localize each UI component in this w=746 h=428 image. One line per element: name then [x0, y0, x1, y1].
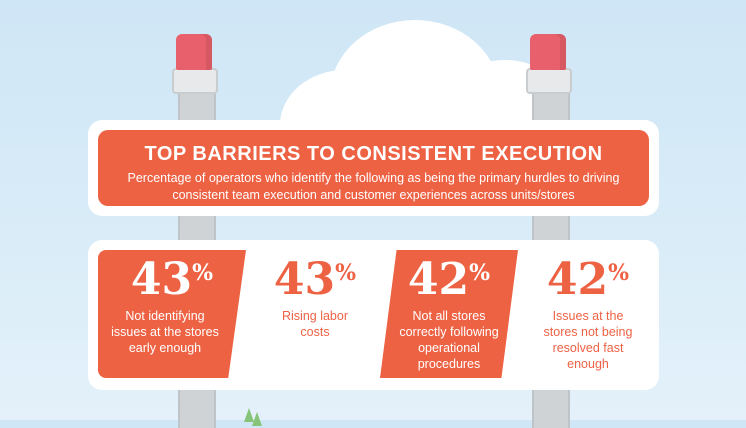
grass-tuft	[252, 412, 262, 426]
grass-tuft	[244, 408, 254, 422]
stat-value: 42%	[546, 254, 630, 305]
stat-card-labor-costs: 43% Rising labor costs	[256, 250, 374, 378]
stat-card-early-issues: 43% Not identifying issues at the stores…	[98, 250, 246, 378]
stat-value: 43%	[130, 254, 214, 305]
right-post-cap	[530, 34, 566, 70]
page-title: TOP BARRIERS TO CONSISTENT EXECUTION	[144, 143, 603, 165]
stat-card-resolution-speed: 42% Issues at the stores not being resol…	[524, 250, 652, 378]
left-post-cap	[176, 34, 212, 70]
stat-label: Not all stores correctly following opera…	[399, 309, 499, 371]
header-sign: TOP BARRIERS TO CONSISTENT EXECUTION Per…	[88, 120, 659, 216]
page-subtitle: Percentage of operators who identify the…	[127, 171, 620, 202]
stat-label: Rising labor costs	[281, 309, 348, 339]
stat-card-procedures: 42% Not all stores correctly following o…	[380, 250, 518, 378]
stat-value: 43%	[273, 254, 357, 305]
stat-value: 42%	[407, 254, 491, 305]
stat-label: Issues at the stores not being resolved …	[543, 309, 633, 371]
stat-label: Not identifying issues at the stores ear…	[111, 309, 219, 355]
header-banner: TOP BARRIERS TO CONSISTENT EXECUTION Per…	[98, 130, 649, 206]
right-post-collar	[526, 68, 572, 94]
left-post-collar	[172, 68, 218, 94]
